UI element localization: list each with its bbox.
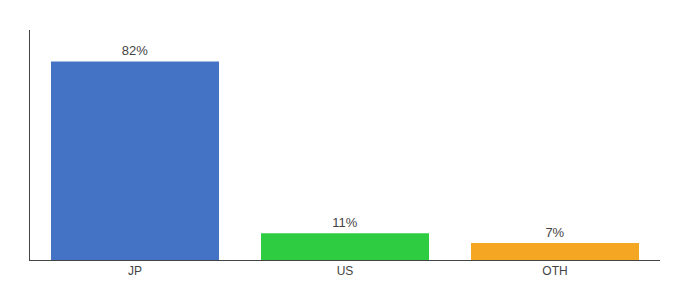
svg-text:7%: 7% (545, 225, 564, 240)
svg-text:11%: 11% (332, 215, 357, 230)
svg-text:82%: 82% (122, 43, 148, 58)
svg-text:JP: JP (128, 264, 142, 278)
svg-text:US: US (337, 264, 354, 278)
svg-text:OTH: OTH (542, 264, 567, 278)
